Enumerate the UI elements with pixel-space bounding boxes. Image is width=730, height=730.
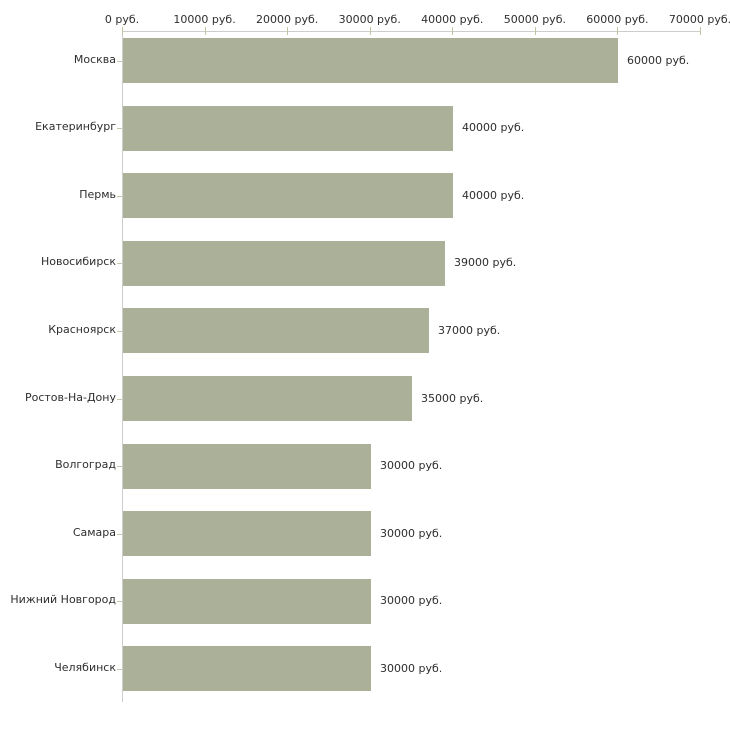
bar (123, 173, 453, 218)
bar (123, 444, 371, 489)
x-axis-tick (452, 27, 454, 35)
x-axis-tick (534, 27, 536, 35)
bar (123, 308, 429, 353)
bar (123, 646, 371, 691)
x-axis-line (122, 31, 701, 32)
bar (123, 106, 453, 151)
bar-value-label: 30000 руб. (380, 527, 443, 540)
category-tick (117, 263, 122, 264)
category-tick (117, 128, 122, 129)
bar-value-label: 39000 руб. (454, 256, 517, 269)
x-axis-tick (204, 27, 206, 35)
bar-value-label: 37000 руб. (438, 324, 501, 337)
category-tick (117, 61, 122, 62)
category-label: Екатеринбург (35, 120, 116, 133)
x-axis-tick-label: 30000 руб. (338, 13, 401, 26)
x-axis-tick-label: 40000 руб. (421, 13, 484, 26)
x-axis-tick-label: 70000 руб. (668, 13, 730, 26)
x-axis-tick (287, 27, 289, 35)
category-label: Самара (72, 526, 116, 539)
x-axis-tick-label: 50000 руб. (503, 13, 566, 26)
x-axis-tick-label: 10000 руб. (173, 13, 236, 26)
x-axis-tick (122, 27, 123, 35)
category-tick (117, 669, 122, 670)
category-tick (117, 331, 122, 332)
bar-value-label: 60000 руб. (627, 54, 690, 67)
x-axis-tick (617, 27, 619, 35)
category-label: Нижний Новгород (10, 593, 116, 606)
y-axis-line (122, 31, 123, 702)
category-label: Пермь (79, 188, 116, 201)
category-label: Москва (73, 53, 116, 66)
category-tick (117, 466, 122, 467)
x-axis-tick (700, 27, 701, 35)
bar-value-label: 35000 руб. (421, 392, 484, 405)
category-label: Ростов-На-Дону (24, 391, 116, 404)
bar-value-label: 30000 руб. (380, 594, 443, 607)
bar (123, 38, 618, 83)
category-tick (117, 534, 122, 535)
category-label: Новосибирск (40, 255, 116, 268)
category-tick (117, 196, 122, 197)
bar (123, 241, 445, 286)
bar (123, 579, 371, 624)
category-label: Челябинск (54, 661, 116, 674)
bar-value-label: 30000 руб. (380, 662, 443, 675)
x-axis-tick-label: 20000 руб. (256, 13, 319, 26)
category-tick (117, 399, 122, 400)
bar (123, 376, 412, 421)
x-axis-tick (369, 27, 371, 35)
category-label: Красноярск (48, 323, 116, 336)
category-label: Волгоград (55, 458, 116, 471)
x-axis-tick-label: 60000 руб. (586, 13, 649, 26)
bar-value-label: 40000 руб. (462, 121, 525, 134)
bar-value-label: 30000 руб. (380, 459, 443, 472)
bar-value-label: 40000 руб. (462, 189, 525, 202)
x-axis-tick-label: 0 руб. (104, 13, 140, 26)
category-tick (117, 601, 122, 602)
bar (123, 511, 371, 556)
